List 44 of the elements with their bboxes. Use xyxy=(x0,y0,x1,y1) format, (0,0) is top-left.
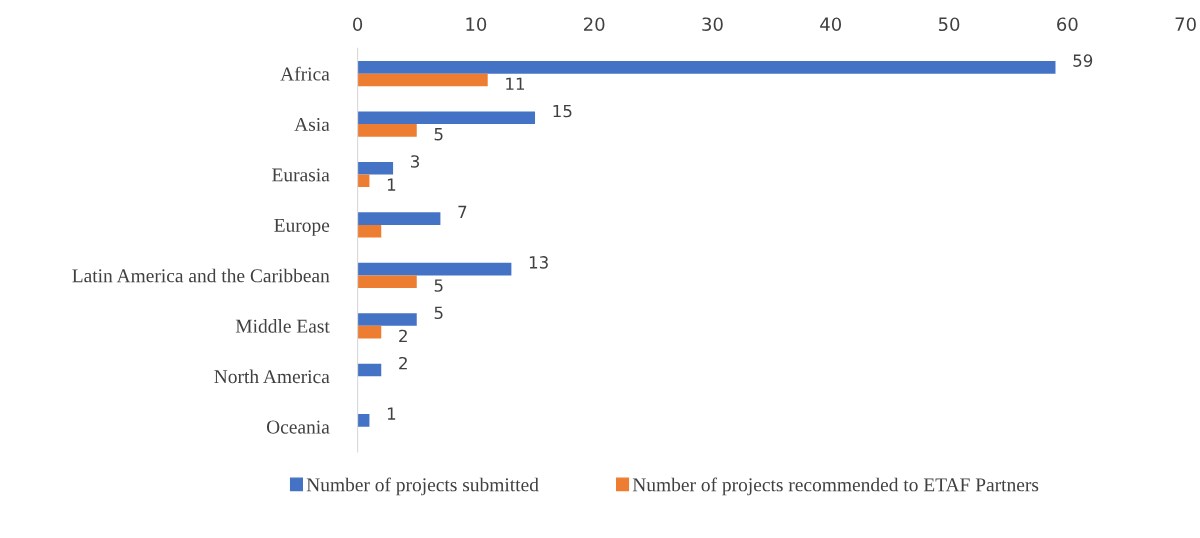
y-tick-label: Middle East xyxy=(235,319,330,333)
data-label: 13 xyxy=(529,256,548,269)
data-label: 5 xyxy=(434,128,443,141)
y-tick-label: Eurasia xyxy=(272,168,330,182)
bar xyxy=(357,161,394,175)
y-tick-label: North America xyxy=(214,369,330,384)
data-label: 11 xyxy=(506,77,525,90)
x-tick-label: 70 xyxy=(1175,17,1196,32)
bar xyxy=(357,212,441,225)
bar xyxy=(357,313,417,326)
data-label: 5 xyxy=(434,306,443,320)
bar xyxy=(357,275,417,288)
data-label: 59 xyxy=(1073,54,1093,67)
bar xyxy=(357,111,536,125)
y-tick-label: Europe xyxy=(274,218,330,236)
y-tick-label: Oceania xyxy=(266,420,330,434)
bar xyxy=(357,414,370,427)
bar xyxy=(357,262,512,276)
x-tick-label: 0 xyxy=(353,17,363,32)
data-label: 2 xyxy=(399,329,407,343)
data-label: 1 xyxy=(387,407,396,420)
bar xyxy=(357,73,488,87)
x-tick-label: 30 xyxy=(702,17,723,32)
x-tick-label: 10 xyxy=(466,17,487,32)
legend-label: Number of projects recommended to ETAF Partners xyxy=(632,477,1039,496)
y-tick-label: Asia xyxy=(294,117,330,132)
x-tick-label: 50 xyxy=(938,17,960,32)
y-tick-label: Latin America and the Caribbean xyxy=(72,268,330,283)
y-tick-label: Africa xyxy=(280,66,330,81)
x-tick-label: 60 xyxy=(1057,17,1078,32)
bar xyxy=(357,363,382,377)
data-label: 1 xyxy=(387,178,396,191)
x-tick-label: 20 xyxy=(584,17,605,32)
data-label: 5 xyxy=(434,279,443,292)
bar xyxy=(357,325,382,339)
data-label: 7 xyxy=(458,205,467,218)
x-tick-label: 40 xyxy=(820,17,842,32)
bar xyxy=(357,61,1056,74)
data-label: 15 xyxy=(553,104,572,118)
data-label: 3 xyxy=(411,155,420,168)
bar xyxy=(357,124,417,137)
legend-label: Number of projects submitted xyxy=(306,477,539,496)
bar xyxy=(357,224,382,238)
data-label: 2 xyxy=(399,356,407,370)
